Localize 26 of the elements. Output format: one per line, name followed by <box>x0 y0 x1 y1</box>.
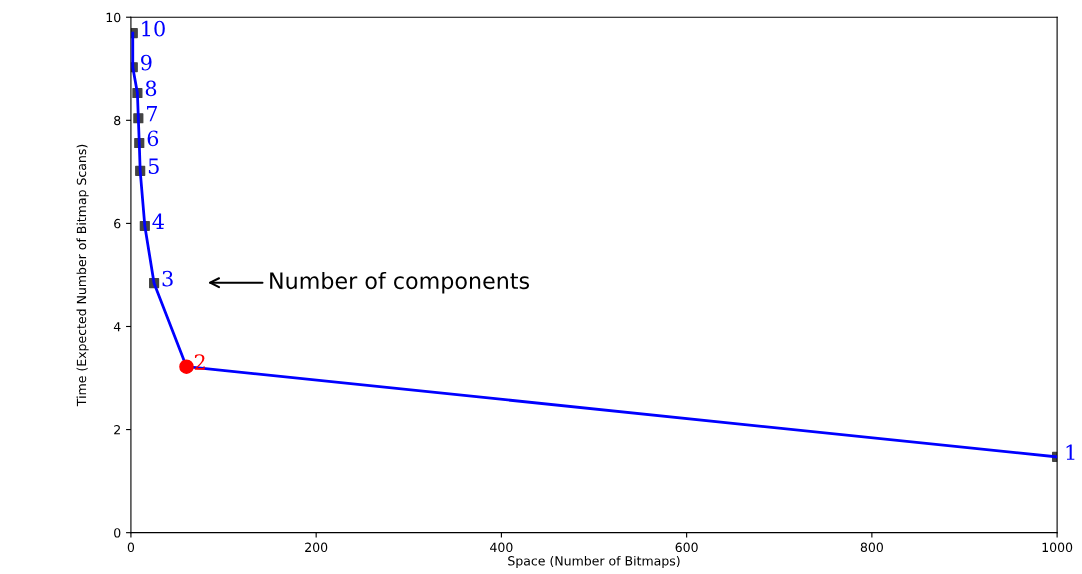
annotation: 8 <box>145 80 157 97</box>
x-axis-title: Space (Number of Bitmaps) <box>508 555 680 568</box>
annotation: 2 <box>194 354 205 370</box>
y-tick-label: 2 <box>114 425 120 435</box>
y-tick-label: 4 <box>113 322 121 332</box>
annotation: 5 <box>148 158 159 175</box>
x-tick-label: 600 <box>675 542 698 553</box>
annotation: 4 <box>152 213 164 229</box>
x-tick-label: 400 <box>490 542 513 553</box>
y-tick-label: 10 <box>106 12 121 23</box>
annotation: 3 <box>162 270 173 287</box>
x-tick-label: 200 <box>305 542 328 553</box>
y-axis-title: Time (Expected Number of Bitmap Scans) <box>76 144 89 407</box>
annotation: Number of components <box>270 271 530 294</box>
x-tick-label: 0 <box>127 542 135 553</box>
annotation: 1 <box>1066 444 1075 460</box>
x-tick-label: 1000 <box>1042 542 1073 553</box>
x-tick-label: 800 <box>860 542 883 553</box>
y-tick-label: 6 <box>114 218 121 229</box>
annotation: 7 <box>147 106 158 122</box>
annotation: 9 <box>141 54 152 71</box>
point <box>179 359 194 374</box>
y-tick-label: 8 <box>114 115 121 126</box>
y-tick-label: 0 <box>114 528 121 538</box>
annotation: 10 <box>142 20 165 37</box>
annotation: 6 <box>147 130 159 147</box>
